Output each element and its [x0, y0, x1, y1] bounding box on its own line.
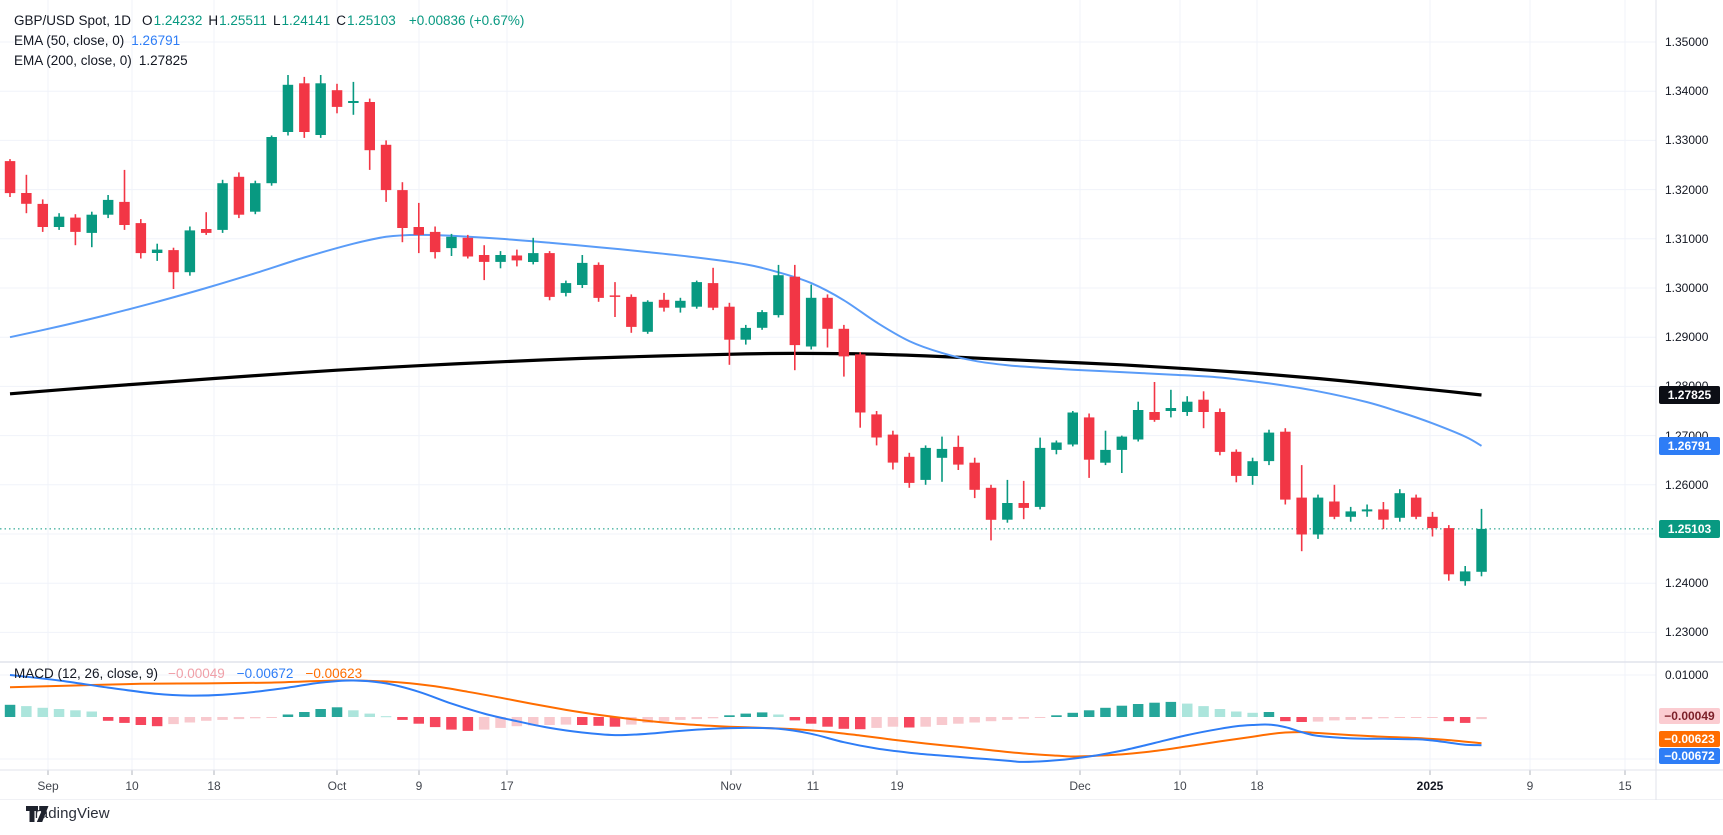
macd-legend-row[interactable]: MACD (12, 26, close, 9) −0.00049 −0.00672… — [14, 666, 362, 681]
time-axis-scale[interactable] — [0, 771, 1656, 800]
price-badge: 1.26791 — [1659, 437, 1720, 455]
price-axis-label: 1.26000 — [1665, 478, 1709, 492]
price-axis-label: 1.30000 — [1665, 281, 1709, 295]
macd-legend-value: −0.00623 — [305, 666, 363, 681]
ema200-row[interactable]: EMA (200, close, 0) 1.27825 — [14, 50, 524, 70]
ohlc-key: L — [272, 12, 281, 28]
ema50-line — [9, 233, 1483, 447]
ohlc-key: C — [336, 12, 347, 28]
macd-axis-label: 0.01000 — [1665, 668, 1709, 682]
price-pane[interactable] — [0, 0, 1656, 661]
ohlc-key: O — [142, 12, 153, 28]
price-axis-label: 1.24000 — [1665, 576, 1709, 590]
price-axis-label: 1.23000 — [1665, 625, 1709, 639]
macd-legend-value: −0.00672 — [236, 666, 294, 681]
time-axis-label: Dec — [1069, 779, 1091, 793]
ema50-label: EMA (50, close, 0) — [14, 32, 125, 48]
ohlc-key: H — [208, 12, 219, 28]
macd-legend-value: −0.00049 — [168, 666, 225, 681]
ohlc-val: 1.24232 — [153, 12, 203, 28]
time-axis-label: 11 — [806, 779, 820, 793]
macd-histogram — [4, 701, 1487, 731]
ema50-value: 1.26791 — [131, 32, 181, 48]
price-axis-label: 1.32000 — [1665, 183, 1709, 197]
time-axis-label: 15 — [1618, 779, 1632, 793]
macd-main-line — [9, 674, 1482, 763]
macd-badge: −0.00672 — [1659, 748, 1720, 764]
macd-label: MACD (12, 26, close, 9) — [14, 666, 159, 681]
price-axis-label: 1.34000 — [1665, 84, 1709, 98]
macd-signal-line — [9, 679, 1482, 758]
time-axis-label: Nov — [720, 779, 742, 793]
price-axis-label: 1.35000 — [1665, 35, 1709, 49]
time-axis-label: 9 — [415, 779, 423, 793]
price-axis-label: 1.31000 — [1665, 232, 1709, 246]
candles-layer — [4, 75, 1487, 586]
ema50-row[interactable]: EMA (50, close, 0) 1.26791 — [14, 30, 524, 50]
symbol-row[interactable]: GBP/USD Spot, 1D O 1.24232 H 1.25511 L 1.2414… — [14, 10, 524, 30]
macd-values: −0.00049 −0.00672 −0.00623 — [168, 666, 362, 681]
ohlc-val: 1.25511 — [219, 12, 267, 28]
time-axis-label: 10 — [125, 779, 139, 793]
price-axis-label: 1.33000 — [1665, 133, 1709, 147]
macd-badge: −0.00049 — [1659, 708, 1720, 724]
chart-canvas[interactable] — [0, 0, 1723, 800]
price-badge: 1.25103 — [1659, 520, 1720, 538]
time-axis-label: 10 — [1173, 779, 1187, 793]
time-axis-label: 9 — [1526, 779, 1534, 793]
time-axis-label: Oct — [327, 779, 347, 793]
change-value: +0.00836 (+0.67%) — [408, 12, 525, 28]
time-axis-label: 17 — [500, 779, 514, 793]
price-axis-scale[interactable] — [1656, 0, 1723, 770]
time-axis-label: 19 — [890, 779, 904, 793]
time-axis-label: 2025 — [1416, 779, 1444, 793]
macd-badge: −0.00623 — [1659, 731, 1720, 747]
price-axis-label: 1.29000 — [1665, 330, 1709, 344]
time-axis-label: Sep — [37, 779, 59, 793]
ohlc-values: O 1.24232 H 1.25511 L 1.24141 C 1.25103 — [142, 13, 402, 28]
ohlc-val: 1.24141 — [281, 12, 331, 28]
tradingview-logo-icon — [26, 806, 49, 822]
symbol-title: GBP/USD Spot, 1D — [14, 12, 132, 28]
ohlc-val: 1.25103 — [347, 12, 396, 28]
price-badge: 1.27825 — [1659, 386, 1720, 404]
time-axis-label: 18 — [1250, 779, 1264, 793]
ema200-label: EMA (200, close, 0) — [14, 52, 132, 68]
ema200-value: 1.27825 — [138, 52, 188, 68]
time-axis-label: 18 — [207, 779, 221, 793]
legend: GBP/USD Spot, 1D O 1.24232 H 1.25511 L 1.2414… — [14, 10, 524, 70]
tradingview-logo-link[interactable]: TradingView — [26, 805, 110, 822]
